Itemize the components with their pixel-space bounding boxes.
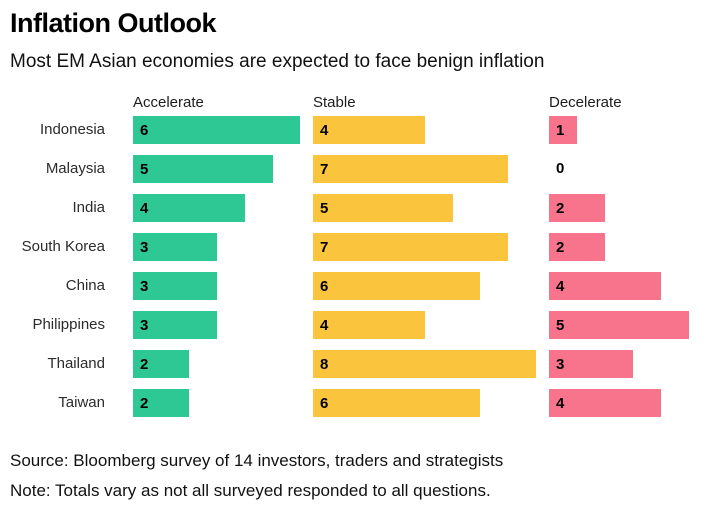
bar-value-label: 2	[140, 394, 149, 412]
bar-decelerate: 1	[549, 116, 577, 144]
bar-value-label: 5	[140, 160, 149, 178]
chart-row-china: China 3 6 4	[0, 272, 723, 300]
legend-label-decelerate: Decelerate	[549, 94, 622, 111]
bar-decelerate: 4	[549, 389, 661, 417]
bar-stable: 6	[313, 389, 480, 417]
bar-decelerate: 2	[549, 194, 605, 222]
chart-footer: Source: Bloomberg survey of 14 investors…	[10, 446, 503, 506]
legend-label-accelerate: Accelerate	[133, 94, 204, 111]
chart-row-taiwan: Taiwan 2 6 4	[0, 389, 723, 417]
bar-stable: 7	[313, 233, 508, 261]
bar-accelerate: 4	[133, 194, 245, 222]
column-headers: Accelerate Stable Decelerate	[0, 94, 723, 112]
bar-value-label: 8	[320, 355, 329, 373]
country-label: Malaysia	[45, 160, 105, 177]
bar-value-label: 1	[556, 121, 565, 139]
bar-accelerate: 6	[133, 116, 300, 144]
bar-value-label: 7	[320, 160, 329, 178]
chart-row-thailand: Thailand 2 8 3	[0, 350, 723, 378]
bar-value-label: 3	[140, 277, 149, 295]
country-label: China	[65, 277, 105, 294]
country-label: Taiwan	[58, 394, 105, 411]
bar-value-label: 4	[320, 121, 329, 139]
bar-decelerate: 3	[549, 350, 633, 378]
bar-decelerate: 2	[549, 233, 605, 261]
bar-value-label: 5	[320, 199, 329, 217]
bar-value-label: 2	[556, 238, 565, 256]
bar-value-label: 4	[140, 199, 149, 217]
legend-label-stable: Stable	[313, 94, 356, 111]
bar-accelerate: 2	[133, 389, 189, 417]
bar-value-label: 3	[140, 238, 149, 256]
bar-value-label: 2	[140, 355, 149, 373]
bar-decelerate: 5	[549, 311, 689, 339]
chart-row-philippines: Philippines 3 4 5	[0, 311, 723, 339]
bar-accelerate: 3	[133, 233, 217, 261]
bar-stable: 4	[313, 311, 425, 339]
bar-stable: 8	[313, 350, 536, 378]
bar-value-label: 6	[320, 394, 329, 412]
bar-accelerate: 2	[133, 350, 189, 378]
country-label: South Korea	[21, 238, 105, 255]
bar-value-label: 0	[556, 160, 565, 177]
page-subtitle: Most EM Asian economies are expected to …	[10, 51, 545, 72]
chart-row-indonesia: Indonesia 6 4 1	[0, 116, 723, 144]
country-label: Philippines	[32, 316, 105, 333]
bar-value-label: 4	[556, 277, 565, 295]
bar-value-label: 7	[320, 238, 329, 256]
country-label: Thailand	[47, 355, 105, 372]
bar-value-label: 4	[320, 316, 329, 334]
bar-value-label: 4	[556, 394, 565, 412]
chart-row-india: India 4 5 2	[0, 194, 723, 222]
chart-rows: Indonesia 6 4 1 Malaysia 5 7 0 India 4 5 2 South Kor…	[0, 116, 723, 428]
country-label: Indonesia	[39, 121, 105, 138]
bar-stable: 5	[313, 194, 453, 222]
chart-row-malaysia: Malaysia 5 7 0	[0, 155, 723, 183]
bar-decelerate: 4	[549, 272, 661, 300]
country-label: India	[72, 199, 105, 216]
note-text: Note: Totals vary as not all surveyed re…	[10, 481, 491, 500]
bar-value-label: 5	[556, 316, 565, 334]
bar-value-label: 6	[320, 277, 329, 295]
bar-accelerate: 3	[133, 272, 217, 300]
bar-stable: 6	[313, 272, 480, 300]
bar-value-label: 6	[140, 121, 149, 139]
bar-accelerate: 3	[133, 311, 217, 339]
bar-value-label: 3	[140, 316, 149, 334]
bar-stable: 4	[313, 116, 425, 144]
source-text: Source: Bloomberg survey of 14 investors…	[10, 451, 504, 470]
bar-value-label: 2	[556, 199, 565, 217]
bar-accelerate: 5	[133, 155, 273, 183]
bar-stable: 7	[313, 155, 508, 183]
chart-row-south-korea: South Korea 3 7 2	[0, 233, 723, 261]
page-title: Inflation Outlook	[10, 8, 216, 38]
bar-value-label: 3	[556, 355, 565, 373]
